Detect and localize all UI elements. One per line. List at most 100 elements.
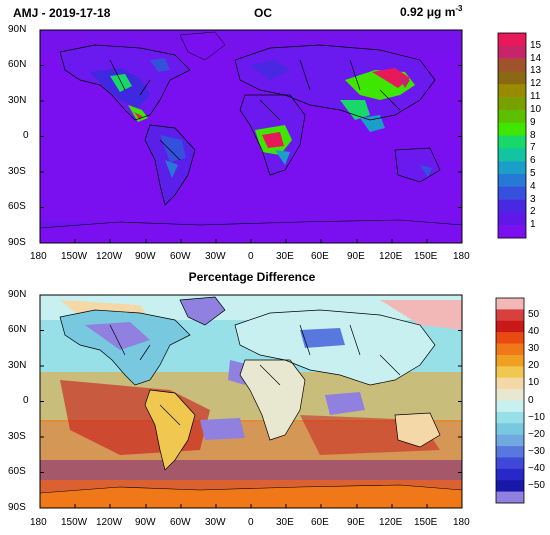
top-lon-label: 180 bbox=[30, 251, 47, 262]
colorbar-label: 5 bbox=[530, 167, 536, 179]
top-lon-label: 60E bbox=[311, 251, 329, 262]
top-lon-label: 120E bbox=[379, 251, 403, 262]
colorbar-swatch bbox=[498, 33, 526, 47]
colorbar-label: 0 bbox=[528, 394, 534, 406]
colorbar-swatch bbox=[498, 45, 526, 59]
top-right-value: 0.92 bbox=[400, 5, 424, 19]
colorbar-label: −30 bbox=[528, 445, 545, 457]
colorbar-label: −50 bbox=[528, 479, 545, 491]
top-lat-label: 0 bbox=[23, 130, 29, 141]
bottom-lon-label: 180 bbox=[453, 517, 470, 528]
colorbar-label: −20 bbox=[528, 428, 545, 440]
top-lat-label: 60S bbox=[8, 201, 26, 212]
colorbar-label: 30 bbox=[528, 343, 540, 355]
colorbar-swatch bbox=[496, 446, 524, 458]
colorbar-label: 14 bbox=[530, 52, 542, 64]
colorbar-label: 1 bbox=[530, 219, 536, 231]
top-lon-label: 150E bbox=[414, 251, 438, 262]
top-lon-label: 150W bbox=[61, 251, 88, 262]
bottom-colorbar bbox=[495, 297, 525, 504]
top-lat-label: 30N bbox=[8, 95, 27, 106]
colorbar-label: 20 bbox=[528, 360, 540, 372]
colorbar-swatch bbox=[496, 457, 524, 470]
bottom-map-ticks bbox=[39, 294, 463, 509]
colorbar-swatch bbox=[498, 109, 526, 123]
colorbar-label: 6 bbox=[530, 155, 536, 167]
colorbar-swatch bbox=[496, 389, 524, 401]
top-lat-label: 60N bbox=[8, 59, 27, 70]
bottom-lon-label: 180 bbox=[30, 517, 47, 528]
top-map-ticks bbox=[39, 29, 463, 244]
colorbar-label: 10 bbox=[528, 377, 540, 389]
top-lon-label: 120W bbox=[96, 251, 123, 262]
colorbar-swatch bbox=[498, 135, 526, 149]
colorbar-label: −10 bbox=[528, 411, 545, 423]
colorbar-swatch bbox=[496, 411, 524, 424]
top-lon-label: 60W bbox=[170, 251, 191, 262]
colorbar-swatch bbox=[496, 320, 524, 333]
bottom-lon-label: 150E bbox=[414, 517, 438, 528]
bottom-lon-label: 120E bbox=[379, 517, 403, 528]
colorbar-label: 15 bbox=[530, 39, 542, 51]
colorbar-swatch bbox=[498, 186, 526, 200]
colorbar-swatch bbox=[496, 400, 524, 413]
bottom-lat-label: 90N bbox=[8, 289, 27, 300]
top-lat-label: 30S bbox=[8, 166, 26, 177]
bottom-map bbox=[40, 295, 462, 508]
bottom-lat-label: 90S bbox=[8, 502, 26, 513]
colorbar-swatch bbox=[496, 309, 524, 322]
colorbar-swatch bbox=[498, 97, 526, 111]
colorbar-label: 9 bbox=[530, 116, 536, 128]
colorbar-label: 12 bbox=[530, 78, 542, 90]
colorbar-swatch bbox=[496, 332, 524, 344]
colorbar-swatch bbox=[496, 377, 524, 390]
bottom-lat-label: 60S bbox=[8, 466, 26, 477]
colorbar-label: 10 bbox=[530, 103, 542, 115]
colorbar-swatch bbox=[496, 423, 524, 435]
colorbar-label: 8 bbox=[530, 129, 536, 141]
bottom-lon-label: 60W bbox=[170, 517, 191, 528]
bottom-lon-label: 30E bbox=[276, 517, 294, 528]
bottom-lat-label: 0 bbox=[23, 395, 29, 406]
top-lat-label: 90S bbox=[8, 237, 26, 248]
colorbar-swatch bbox=[496, 491, 524, 504]
bottom-lon-label: 150W bbox=[61, 517, 88, 528]
colorbar-label: 3 bbox=[530, 193, 536, 205]
colorbar-label: 50 bbox=[528, 309, 540, 321]
top-colorbar bbox=[497, 32, 527, 239]
top-right-exp: -3 bbox=[455, 4, 463, 13]
colorbar-label: 40 bbox=[528, 326, 540, 338]
bottom-lon-label: 90E bbox=[347, 517, 365, 528]
bottom-lon-label: 0 bbox=[248, 517, 254, 528]
colorbar-label: −40 bbox=[528, 462, 545, 474]
colorbar-swatch bbox=[496, 480, 524, 492]
colorbar-swatch bbox=[498, 212, 526, 226]
colorbar-swatch bbox=[496, 434, 524, 447]
top-lon-label: 0 bbox=[248, 251, 254, 262]
colorbar-frame bbox=[495, 297, 525, 504]
bottom-lon-label: 30W bbox=[205, 517, 226, 528]
colorbar-frame bbox=[497, 32, 527, 239]
top-lon-label: 90W bbox=[135, 251, 156, 262]
top-lon-label: 180 bbox=[453, 251, 470, 262]
top-lon-label: 90E bbox=[347, 251, 365, 262]
bottom-lat-label: 30S bbox=[8, 431, 26, 442]
colorbar-label: 7 bbox=[530, 142, 536, 154]
colorbar-swatch bbox=[498, 225, 526, 239]
bottom-title: Percentage Difference bbox=[188, 270, 316, 284]
colorbar-swatch bbox=[498, 58, 526, 72]
colorbar-swatch bbox=[498, 71, 526, 85]
top-lat-label: 90N bbox=[8, 24, 27, 35]
colorbar-label: 2 bbox=[530, 206, 536, 218]
top-lon-label: 30W bbox=[205, 251, 226, 262]
top-right-units: μg m bbox=[426, 5, 456, 19]
colorbar-label: 4 bbox=[530, 180, 536, 192]
colorbar-swatch bbox=[496, 468, 524, 481]
colorbar-swatch bbox=[498, 148, 526, 162]
colorbar-swatch bbox=[498, 173, 526, 188]
colorbar-swatch bbox=[498, 199, 526, 213]
colorbar-swatch bbox=[496, 343, 524, 356]
colorbar-swatch bbox=[498, 161, 526, 175]
bottom-lon-label: 60E bbox=[311, 517, 329, 528]
